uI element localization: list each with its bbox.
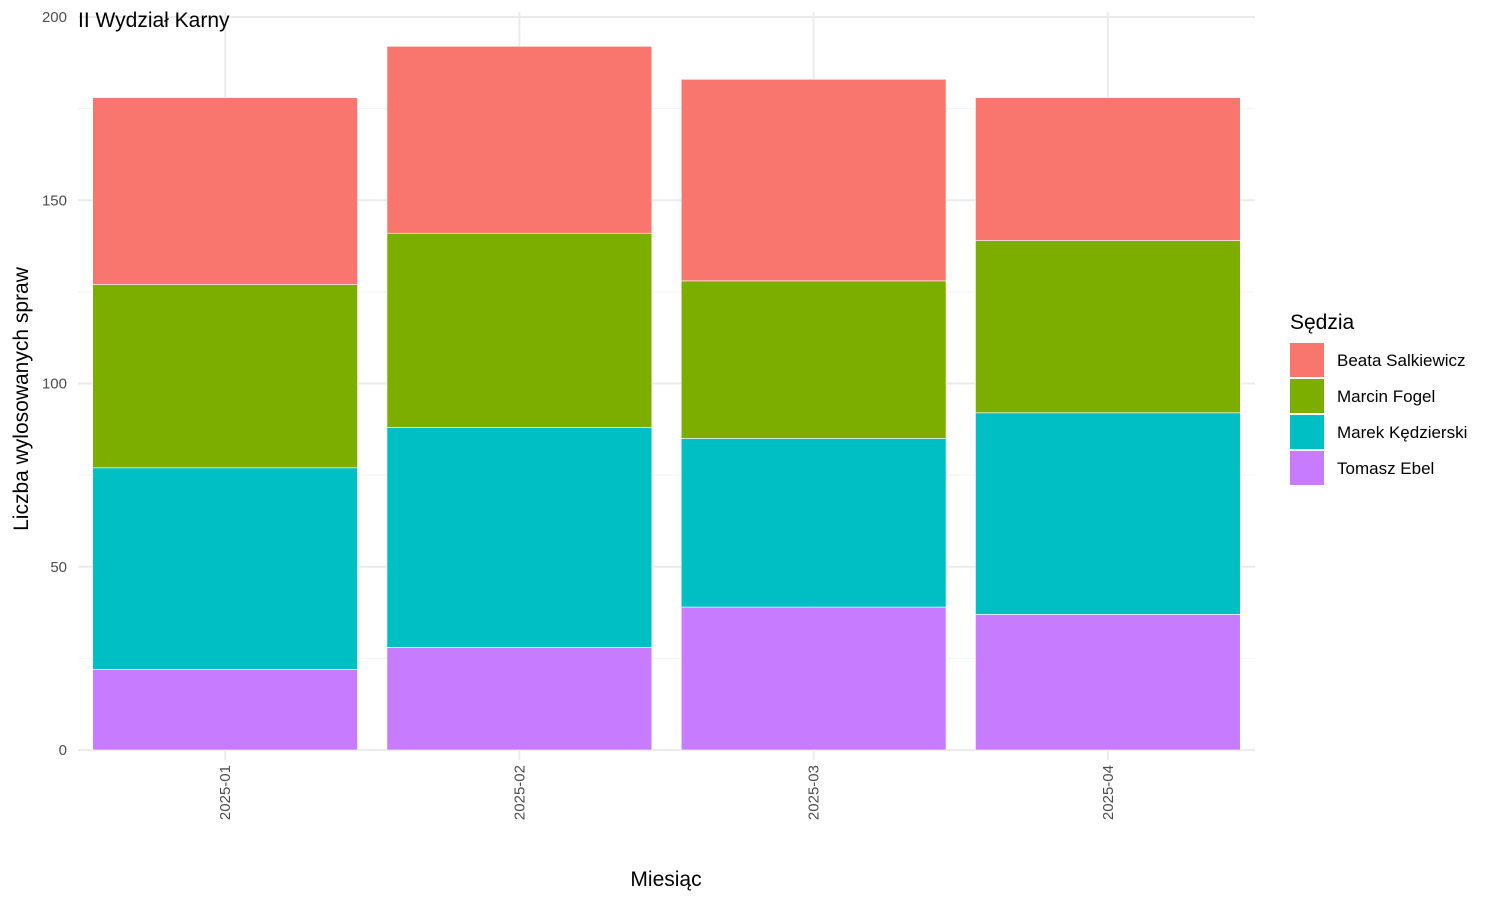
bar-segment — [92, 97, 358, 285]
x-axis-tick-labels: 2025-01 2025-02 2025-03 2025-04 — [217, 765, 1117, 820]
y-tick-label: 0 — [59, 742, 67, 759]
bar-segment — [680, 438, 947, 608]
legend-label: Marek Kędzierski — [1337, 423, 1467, 442]
y-tick-label: 150 — [42, 192, 67, 209]
y-axis-title: Liczba wylosowanych spraw — [10, 266, 33, 531]
legend-swatch — [1290, 343, 1324, 377]
legend-title: Sędzia — [1290, 311, 1355, 334]
x-tick-label: 2025-04 — [1100, 765, 1117, 820]
legend-label: Beata Salkiewicz — [1337, 351, 1466, 370]
bar-segment — [386, 46, 653, 234]
y-tick-label: 50 — [50, 559, 67, 576]
legend-label: Tomasz Ebel — [1337, 459, 1434, 478]
legend-swatch — [1290, 379, 1324, 413]
legend: Sędzia Beata Salkiewicz Marcin Fogel Marek… — [1290, 311, 1467, 485]
chart-title: II Wydział Karny — [78, 9, 230, 32]
bar-segment — [975, 240, 1241, 414]
bar-segment — [92, 284, 358, 469]
bar-segment — [975, 97, 1241, 241]
bar-segment — [92, 467, 358, 670]
legend-label: Marcin Fogel — [1337, 387, 1435, 406]
x-tick-label: 2025-03 — [806, 765, 823, 820]
bar-segment — [680, 606, 947, 751]
y-tick-label: 200 — [42, 9, 67, 26]
bar-segment — [386, 232, 653, 428]
y-axis-tick-labels: 0 50 100 150 200 — [42, 9, 67, 759]
x-tick-label: 2025-02 — [511, 765, 528, 820]
bar-segment — [975, 614, 1241, 751]
legend-swatch — [1290, 451, 1324, 485]
legend-swatch — [1290, 415, 1324, 449]
bar-segment — [975, 412, 1241, 615]
bars — [92, 46, 1241, 751]
x-axis-title: Miesiąc — [630, 868, 701, 891]
bar-segment — [386, 427, 653, 648]
y-tick-label: 100 — [42, 376, 67, 393]
bar-segment — [680, 79, 947, 282]
bar-segment — [680, 280, 947, 439]
bar-segment — [92, 669, 358, 751]
bar-segment — [386, 647, 653, 751]
x-tick-label: 2025-01 — [217, 765, 234, 820]
